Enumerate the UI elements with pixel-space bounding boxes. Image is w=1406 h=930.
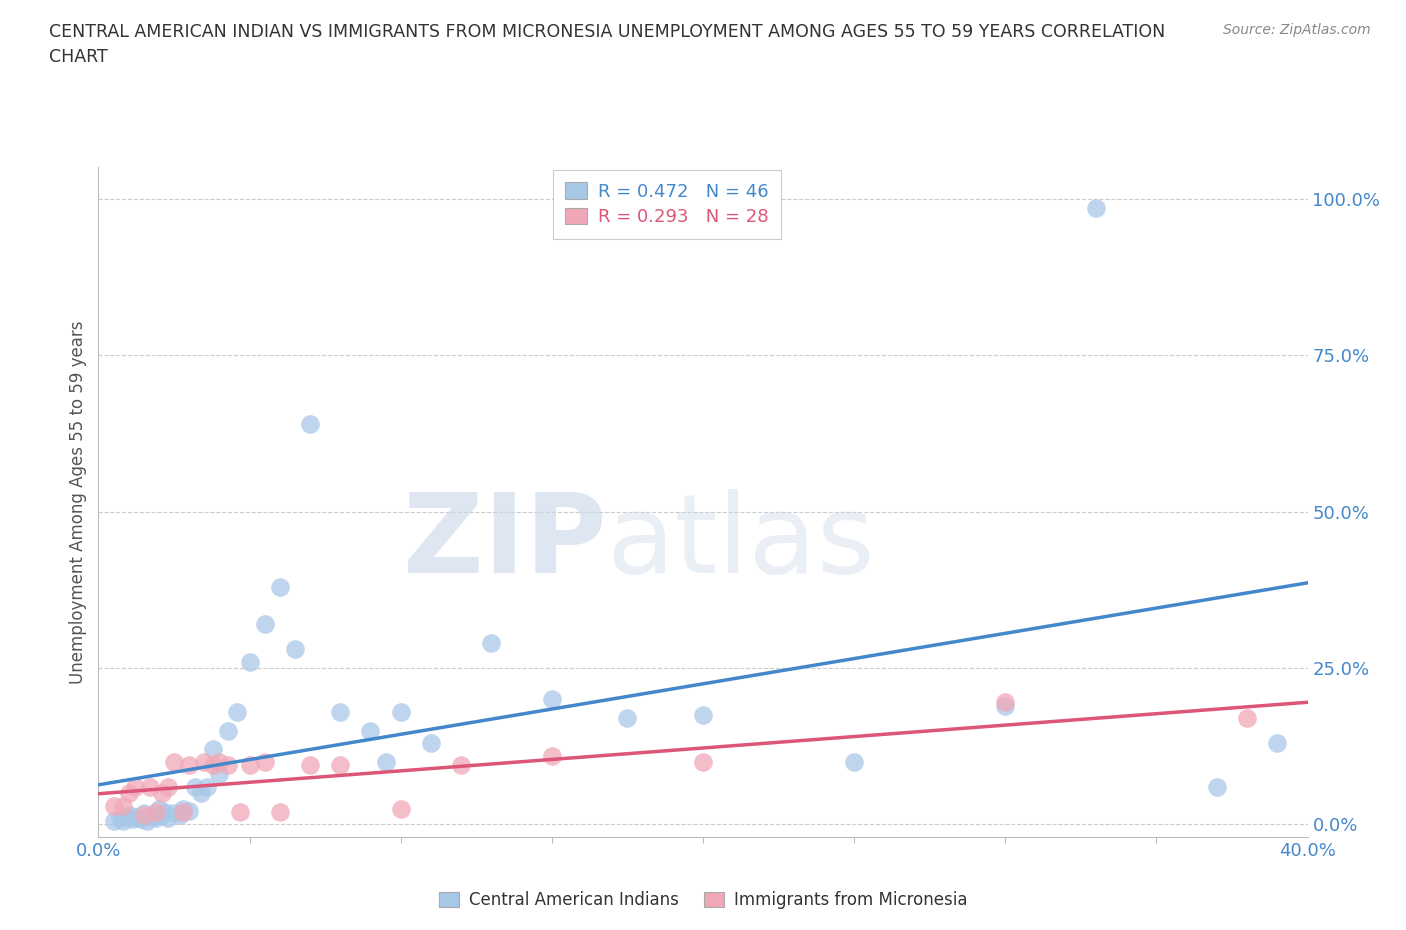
Y-axis label: Unemployment Among Ages 55 to 59 years: Unemployment Among Ages 55 to 59 years xyxy=(69,321,87,684)
Point xyxy=(121,812,143,827)
Point xyxy=(253,754,276,769)
Point xyxy=(208,767,231,782)
Point xyxy=(163,805,186,820)
Point xyxy=(253,617,276,631)
Point xyxy=(156,811,179,826)
Point xyxy=(389,802,412,817)
Point xyxy=(163,754,186,769)
Point xyxy=(1085,201,1108,216)
Point xyxy=(103,814,125,829)
Point xyxy=(229,804,252,819)
Point xyxy=(169,807,191,822)
Point xyxy=(153,804,176,819)
Point xyxy=(299,417,322,432)
Point xyxy=(193,754,215,769)
Point xyxy=(118,786,141,801)
Point xyxy=(118,807,141,822)
Point xyxy=(994,695,1017,710)
Point xyxy=(132,807,155,822)
Point xyxy=(184,779,207,794)
Point xyxy=(208,754,231,769)
Point xyxy=(284,642,307,657)
Point xyxy=(844,754,866,769)
Point xyxy=(692,708,714,723)
Point xyxy=(616,711,638,725)
Point xyxy=(111,798,134,813)
Point xyxy=(195,779,218,794)
Point xyxy=(374,754,396,769)
Point xyxy=(389,704,412,719)
Point xyxy=(179,804,201,818)
Point xyxy=(269,579,291,594)
Point xyxy=(202,742,225,757)
Point xyxy=(108,811,131,826)
Point xyxy=(172,802,194,817)
Text: CHART: CHART xyxy=(49,48,108,66)
Point xyxy=(139,779,162,794)
Point xyxy=(1236,711,1258,725)
Point xyxy=(481,635,503,650)
Point xyxy=(692,754,714,769)
Point xyxy=(540,749,562,764)
Point xyxy=(135,814,157,829)
Point xyxy=(129,812,152,827)
Point xyxy=(299,758,322,773)
Point xyxy=(217,758,239,773)
Point xyxy=(329,704,352,719)
Point xyxy=(111,814,134,829)
Point xyxy=(202,758,225,773)
Point xyxy=(179,758,201,773)
Point xyxy=(190,786,212,801)
Point xyxy=(132,805,155,820)
Point xyxy=(450,758,472,773)
Text: ZIP: ZIP xyxy=(404,489,606,596)
Point xyxy=(360,724,382,738)
Point xyxy=(124,779,146,794)
Point xyxy=(239,655,262,670)
Point xyxy=(217,724,239,738)
Point xyxy=(150,786,173,801)
Point xyxy=(1206,779,1229,794)
Legend: Central American Indians, Immigrants from Micronesia: Central American Indians, Immigrants fro… xyxy=(432,884,974,916)
Point xyxy=(994,698,1017,713)
Text: atlas: atlas xyxy=(606,489,875,596)
Point xyxy=(103,798,125,813)
Point xyxy=(239,758,262,773)
Point xyxy=(540,692,562,707)
Text: Source: ZipAtlas.com: Source: ZipAtlas.com xyxy=(1223,23,1371,37)
Point xyxy=(329,758,352,773)
Point xyxy=(124,809,146,824)
Point xyxy=(172,804,194,819)
Point xyxy=(1267,736,1289,751)
Point xyxy=(145,811,167,826)
Point xyxy=(150,807,173,822)
Point xyxy=(269,804,291,819)
Point xyxy=(148,802,170,817)
Point xyxy=(156,779,179,794)
Point xyxy=(142,809,165,824)
Text: CENTRAL AMERICAN INDIAN VS IMMIGRANTS FROM MICRONESIA UNEMPLOYMENT AMONG AGES 55: CENTRAL AMERICAN INDIAN VS IMMIGRANTS FR… xyxy=(49,23,1166,41)
Point xyxy=(127,811,149,826)
Point xyxy=(420,736,443,751)
Point xyxy=(226,704,249,719)
Point xyxy=(145,804,167,819)
